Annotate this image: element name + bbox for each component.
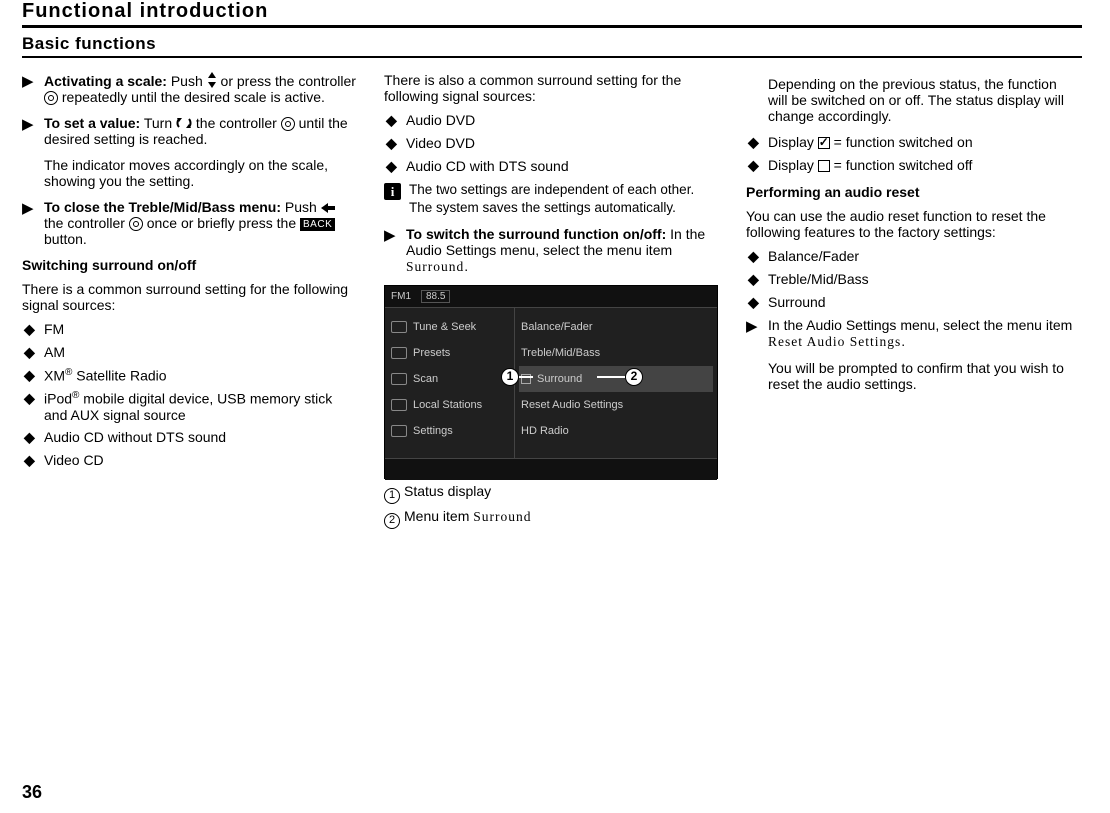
step-note: You will be prompted to confirm that you… [768,360,1080,392]
step-lead: Activating a scale: [44,73,167,89]
list-item: ◆iPod® mobile digital device, USB memory… [22,390,356,423]
page-title: Functional introduction [22,0,1082,28]
callout-2: 2 [625,368,643,386]
screenshot-row: Presets [389,340,510,366]
step-lead: To switch the surround function on/off: [406,226,666,242]
page-number: 36 [22,782,42,803]
text: repeatedly until the desired scale is ac… [58,89,325,105]
step-lead: To close the Treble/Mid/Bass menu: [44,199,281,215]
text: Turn [140,115,176,131]
subheading: Switching surround on/off [22,257,356,273]
menu-term: Surround [406,259,464,274]
list-item: ◆Video DVD [384,135,718,152]
callout-1: 1 [501,368,519,386]
list-item: ◆Treble/Mid/Bass [746,271,1080,288]
paragraph: There is also a common surround setting … [384,72,718,104]
screenshot-row: Treble/Mid/Bass [519,340,713,366]
list-item: ◆Audio CD with DTS sound [384,158,718,175]
screenshot-row: Local Stations [389,392,510,418]
list-item: ◆Display = function switched off [746,157,1080,174]
checkbox-off-icon [818,160,830,172]
list-item: ◆AM [22,344,356,361]
text: In the Audio Settings menu, select the m… [768,317,1072,333]
checkbox-on-icon [818,137,830,149]
caption: 2Menu item Surround [384,508,718,529]
subheading: Performing an audio reset [746,184,1080,200]
step-switch-surround: ▶ To switch the surround function on/off… [384,226,718,275]
text: Push [167,73,207,89]
controller-icon [129,217,143,231]
text: . [901,333,905,349]
rotate-icon [176,115,192,131]
text: or press the controller [217,73,356,89]
screenshot-row: Balance/Fader [519,314,713,340]
up-down-icon [207,72,217,88]
screenshot-row: Reset Audio Settings [519,392,713,418]
controller-icon [281,117,295,131]
text: the controller [44,215,129,231]
column-2: There is also a common surround setting … [384,72,718,529]
step-note: The indicator moves accordingly on the s… [44,157,356,189]
screenshot-label: FM1 [391,291,411,302]
list-item: ◆Video CD [22,452,356,469]
text: the controller [192,115,281,131]
list-item: ◆FM [22,321,356,338]
text: Push [281,199,321,215]
screenshot-row: Scan [389,366,510,392]
list-item: ◆Display = function switched on [746,134,1080,151]
step-activate-scale: ▶ Activating a scale: Push or press the … [22,72,356,105]
back-button-icon: BACK [300,218,335,231]
menu-term: Reset Audio Settings [768,334,901,349]
screenshot-row: Settings [389,418,510,444]
column-3: Depending on the previous status, the fu… [746,72,1080,529]
step-reset-audio: ▶ In the Audio Settings menu, select the… [746,317,1080,350]
column-1: ▶ Activating a scale: Push or press the … [22,72,356,529]
text: . [464,258,468,274]
info-note: i The two settings are independent of ea… [384,181,718,216]
paragraph: Depending on the previous status, the fu… [768,76,1080,124]
step-lead: To set a value: [44,115,140,131]
screenshot-row: Tune & Seek [389,314,510,340]
screenshot-row: HD Radio [519,418,713,444]
info-icon: i [384,183,401,200]
step-set-value: ▶ To set a value: Turn the controller un… [22,115,356,147]
paragraph: You can use the audio reset function to … [746,208,1080,240]
list-item: ◆Audio DVD [384,112,718,129]
device-screenshot: FM1 88.5 Tune & Seek Presets Scan Local … [384,285,718,479]
list-item: ◆Balance/Fader [746,248,1080,265]
screenshot-row-selected: Surround [519,366,713,392]
paragraph: There is a common surround setting for t… [22,281,356,313]
screenshot-label: 88.5 [421,290,450,303]
text: button. [44,231,87,247]
text: once or briefly press the [143,215,300,231]
list-item: ◆XM® Satellite Radio [22,367,356,384]
left-arrow-icon [321,199,335,215]
controller-icon [44,91,58,105]
step-close-menu: ▶ To close the Treble/Mid/Bass menu: Pus… [22,199,356,247]
list-item: ◆Audio CD without DTS sound [22,429,356,446]
section-title: Basic functions [22,34,1082,58]
list-item: ◆Surround [746,294,1080,311]
caption: 1Status display [384,483,718,504]
